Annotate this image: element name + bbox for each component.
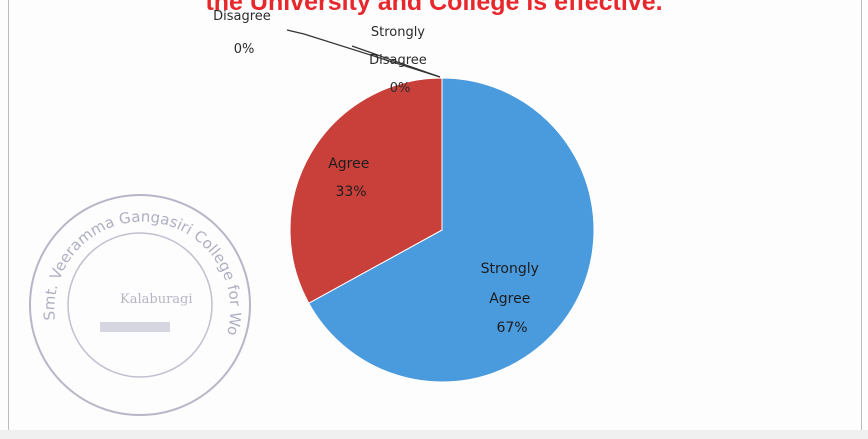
college-stamp: Smt. Veeramma Gangasiri College for Wome… (0, 0, 251, 416)
stamp-city: Kalaburagi (120, 292, 193, 307)
pie-slice-agree (289, 77, 443, 304)
leader-line-disagree (286, 29, 441, 78)
svg-text:Smt. Veeramma Gangasiri Colleg: Smt. Veeramma Gangasiri College for Wome… (0, 0, 245, 337)
label-agree: Agree 33% (328, 156, 374, 200)
label-strongly-disagree: Strongly Disagree 0% (369, 25, 431, 96)
page-bottom-edge (0, 430, 868, 439)
pie-slices (289, 77, 595, 383)
pie-slice-strongly-agree (308, 77, 595, 383)
stamp-arc-text: Smt. Veeramma Gangasiri College for Wome… (0, 0, 245, 337)
label-strongly-agree: Strongly Agree 67% (481, 261, 544, 336)
leader-line-strongly-disagree (351, 45, 441, 78)
label-disagree: Disagree 0% (213, 9, 275, 57)
chart-title: the University and College is effective. (205, 0, 663, 16)
